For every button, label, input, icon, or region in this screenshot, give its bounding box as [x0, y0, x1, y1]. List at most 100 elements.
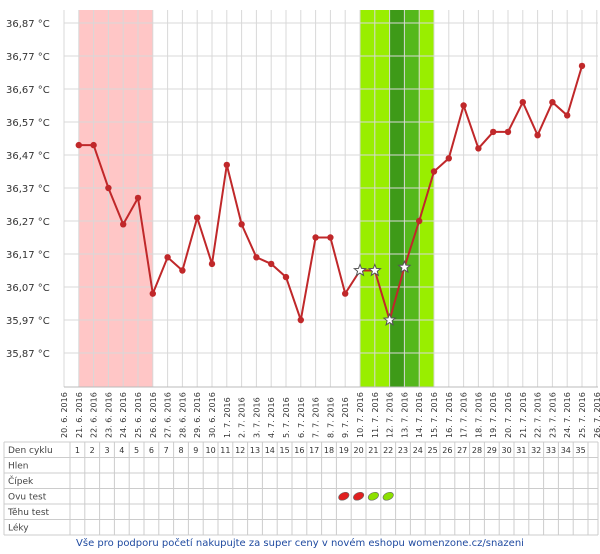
data-point — [120, 221, 127, 228]
data-point — [238, 221, 245, 228]
cycle-day-number: 13 — [250, 446, 260, 455]
chart-band-3 — [389, 10, 405, 387]
cycle-day-number: 17 — [309, 446, 319, 455]
cycle-day-number: 20 — [354, 446, 364, 455]
x-tick-label: 22. 7. 2016 — [534, 392, 543, 438]
y-tick-label: 36,27 °C — [6, 217, 50, 228]
x-tick-label: 26. 6. 2016 — [149, 392, 158, 438]
x-tick-label: 17. 7. 2016 — [460, 392, 469, 438]
cycle-day-number: 9 — [193, 446, 198, 455]
cycle-day-number: 24 — [413, 446, 423, 455]
x-tick-label: 25. 6. 2016 — [134, 392, 143, 438]
data-point — [164, 254, 171, 261]
table-row-label: Léky — [8, 523, 29, 534]
data-point — [90, 141, 97, 149]
data-point — [519, 99, 526, 106]
cycle-day-number: 30 — [502, 446, 512, 455]
cycle-day-number: 4 — [119, 446, 124, 455]
x-tick-label: 1. 7. 2016 — [223, 397, 232, 438]
x-tick-label: 11. 7. 2016 — [371, 392, 380, 438]
cycle-day-number: 8 — [178, 446, 183, 455]
data-point — [223, 161, 230, 169]
ovu-test-icon — [353, 491, 365, 501]
data-point — [578, 62, 586, 70]
x-tick-label: 23. 7. 2016 — [548, 392, 557, 438]
data-point — [460, 102, 467, 109]
y-tick-label: 36,47 °C — [6, 151, 50, 162]
x-tick-label: 3. 7. 2016 — [252, 397, 261, 438]
table-row-label: Den cyklu — [8, 446, 53, 456]
chart-gridlines — [63, 10, 598, 388]
x-tick-label: 2. 7. 2016 — [238, 397, 247, 438]
cycle-day-number: 22 — [383, 446, 393, 455]
x-tick-label: 5. 7. 2016 — [282, 397, 291, 438]
x-tick-label: 18. 7. 2016 — [474, 392, 483, 438]
chart-band-0 — [78, 10, 153, 387]
cycle-day-number: 26 — [442, 446, 452, 455]
cycle-day-number: 23 — [398, 446, 408, 455]
x-tick-label: 24. 6. 2016 — [119, 392, 128, 438]
data-point — [297, 316, 304, 324]
cycle-day-number: 27 — [457, 446, 467, 455]
x-axis-labels: 20. 6. 2016 21. 6. 2016 22. 6. 2016 23. 6. … — [60, 392, 600, 438]
x-tick-label: 20. 6. 2016 — [60, 392, 69, 438]
temperature-series — [75, 62, 586, 326]
x-tick-label: 4. 7. 2016 — [267, 397, 276, 438]
data-point — [75, 141, 83, 149]
y-tick-label: 35,87 °C — [6, 349, 50, 360]
table-row-label: Ovu test — [8, 493, 47, 503]
data-point — [430, 168, 438, 175]
x-tick-label: 16. 7. 2016 — [445, 392, 454, 438]
cycle-day-number: 5 — [134, 446, 139, 455]
x-tick-label: 21. 6. 2016 — [75, 392, 84, 438]
data-point — [549, 99, 556, 106]
cycle-day-number: 11 — [220, 446, 230, 455]
cycle-day-number: 33 — [546, 446, 556, 455]
cycle-day-number: 18 — [324, 446, 334, 455]
x-tick-label: 24. 7. 2016 — [563, 392, 572, 438]
x-tick-label: 12. 7. 2016 — [386, 392, 395, 438]
x-tick-label: 29. 6. 2016 — [193, 392, 202, 438]
data-point — [208, 260, 216, 268]
x-tick-label: 21. 7. 2016 — [519, 392, 528, 438]
x-tick-label: 10. 7. 2016 — [356, 392, 365, 438]
cycle-day-number: 3 — [104, 446, 109, 455]
y-tick-label: 36,67 °C — [6, 85, 50, 96]
cycle-day-number: 19 — [339, 446, 349, 455]
cycle-day-number: 32 — [531, 446, 541, 455]
table-row-label: Čípek — [8, 475, 34, 487]
cycle-day-number: 21 — [368, 446, 378, 455]
x-tick-label: 14. 7. 2016 — [415, 392, 424, 438]
cycle-day-number: 16 — [294, 446, 304, 455]
x-tick-label: 23. 6. 2016 — [104, 392, 113, 438]
ovu-test-icon — [382, 491, 394, 501]
y-tick-label: 36,17 °C — [6, 250, 50, 261]
data-point — [105, 184, 112, 192]
x-tick-label: 19. 7. 2016 — [489, 392, 498, 438]
x-tick-label: 26. 7. 2016 — [593, 392, 600, 438]
data-point — [179, 267, 186, 274]
table-row-label: Hlen — [8, 462, 29, 472]
data-point — [564, 112, 571, 119]
y-tick-label: 36,77 °C — [6, 52, 50, 63]
data-point — [149, 290, 156, 297]
data-point — [504, 128, 512, 136]
y-tick-label: 36,87 °C — [6, 19, 50, 30]
cycle-day-number: 31 — [516, 446, 526, 455]
y-tick-label: 36,07 °C — [6, 283, 50, 294]
x-tick-label: 15. 7. 2016 — [430, 392, 439, 438]
cycle-day-number: 2 — [90, 446, 95, 455]
cycle-day-number: 6 — [149, 446, 154, 455]
y-axis-labels: 36,87 °C 36,77 °C 36,67 °C 36,57 °C 36,47 °C… — [6, 19, 50, 360]
data-point-star — [352, 263, 368, 277]
cycle-day-number: 35 — [576, 446, 586, 455]
footer-promo-link[interactable]: Vše pro podporu početí nakupujte za supe… — [76, 538, 524, 549]
data-point-star — [397, 259, 412, 274]
table-row-label: Těhu test — [7, 508, 50, 518]
data-point — [327, 234, 334, 241]
data-point — [490, 128, 497, 136]
x-tick-label: 27. 6. 2016 — [164, 392, 173, 438]
data-point — [282, 273, 290, 281]
cycle-day-number: 25 — [428, 446, 438, 455]
data-point — [194, 214, 201, 221]
